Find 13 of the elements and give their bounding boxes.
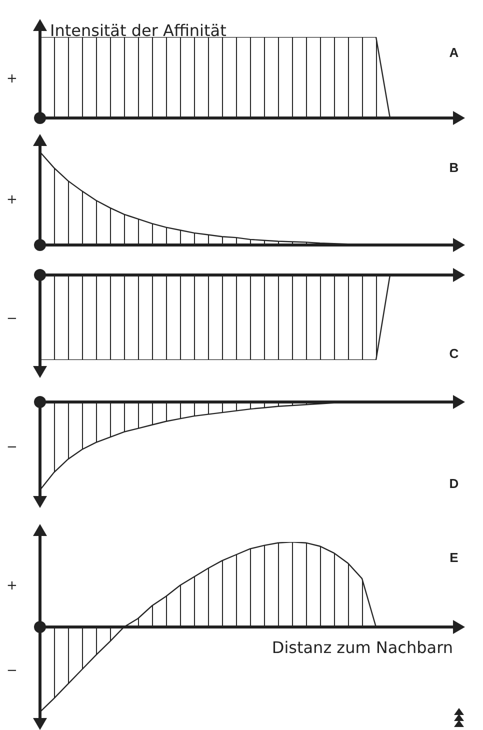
text: E xyxy=(450,550,459,565)
y-axis-title: Intensität der Affinität xyxy=(50,21,226,40)
x-axis-title: Distanz zum Nachbarn xyxy=(272,638,453,657)
text: − xyxy=(6,664,18,678)
text: A xyxy=(449,45,460,60)
text: + xyxy=(6,72,18,86)
text: C xyxy=(449,346,460,361)
text: B xyxy=(449,160,459,175)
text: + xyxy=(6,578,18,594)
text: D xyxy=(449,476,459,491)
text: − xyxy=(6,312,18,326)
text: + xyxy=(6,192,18,208)
text: − xyxy=(6,440,18,455)
